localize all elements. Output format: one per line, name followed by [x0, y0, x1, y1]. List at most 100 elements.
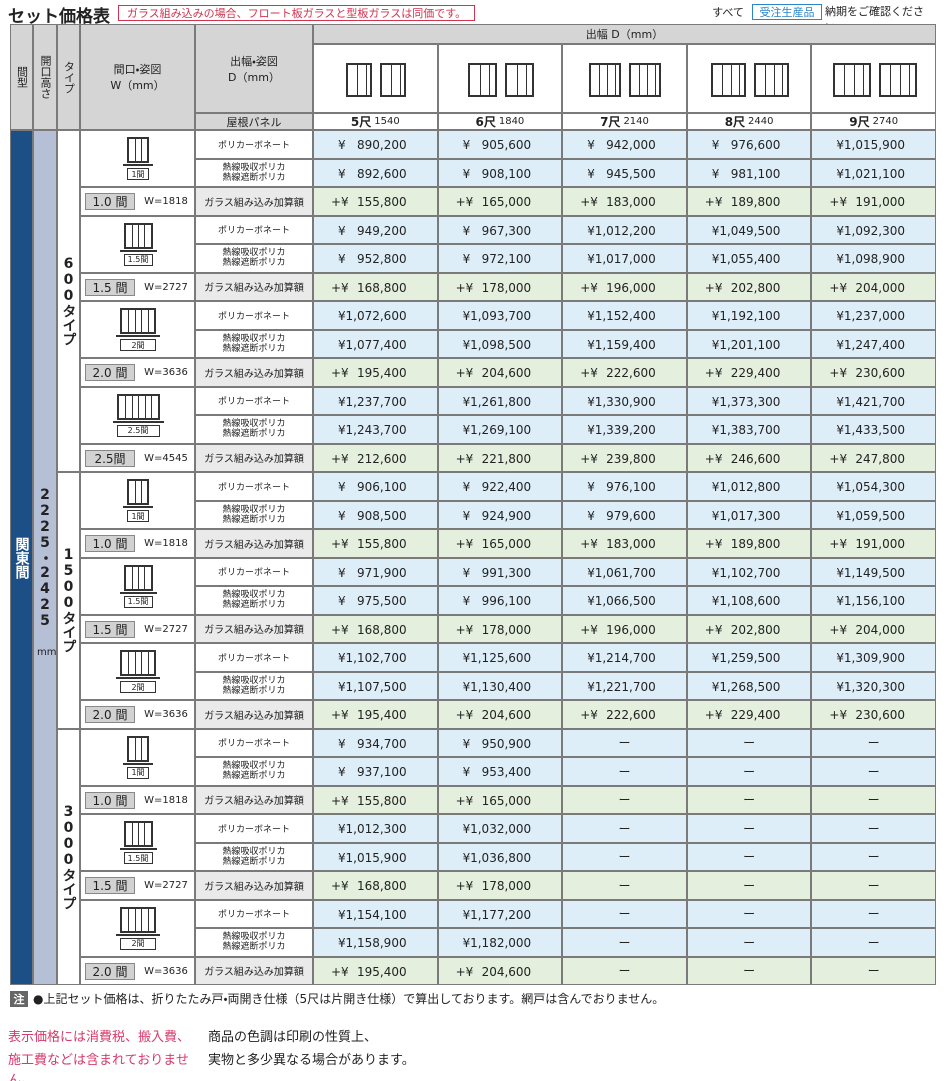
panel-label: 熱線遮断ポリカ: [222, 172, 286, 183]
price-amount: 1,149,500: [843, 565, 905, 580]
size-icon: [467, 63, 497, 97]
panel-cell: ガラス組み込み加算額: [195, 272, 313, 301]
price-cell: ¥1,107,500: [313, 671, 438, 700]
price-cell: +¥ 247,800: [811, 443, 936, 472]
panel-cell: ポリカーボネート: [195, 215, 313, 244]
panel-cell: 熱線吸収ポリカ 熱線遮断ポリカ: [195, 928, 313, 957]
price-amount: 890,200: [356, 138, 407, 152]
price-amount: 905,600: [481, 138, 532, 152]
price-sign: +¥: [455, 195, 474, 209]
price-amount: 1,261,800: [470, 394, 532, 409]
width-cell: 1.5 間 W=2727: [80, 614, 195, 643]
price-sign: ¥: [836, 394, 845, 409]
price-amount: 1,015,900: [843, 138, 905, 152]
price-sign: ¥: [338, 850, 346, 865]
figure-base: [112, 420, 164, 423]
panel-label: 熱線吸収ポリカ: [222, 504, 286, 515]
size-mm: 2440: [748, 116, 774, 127]
price-cell: ¥975,500: [313, 586, 438, 615]
price-cell: ¥1,021,100: [811, 158, 936, 187]
price-sign: ¥: [462, 480, 471, 494]
price-amount: 1,383,700: [719, 423, 781, 437]
missing-mark: ー: [867, 793, 880, 808]
price-cell: ¥976,100: [562, 472, 687, 501]
panel-label: ガラス組み込み加算額: [204, 967, 304, 979]
price-sign: ¥: [462, 138, 471, 152]
panel-label: 熱線吸収ポリカ: [222, 248, 286, 259]
price-amount: 1,102,700: [719, 565, 781, 580]
panel-label: 熱線吸収ポリカ: [222, 590, 286, 601]
figure-base: [123, 762, 153, 765]
panel-cell: 熱線吸収ポリカ 熱線遮断ポリカ: [195, 500, 313, 529]
price-amount: 950,900: [481, 736, 532, 751]
size-icon-line: [773, 65, 775, 95]
panel-label: 熱線遮断ポリカ: [222, 771, 286, 782]
price-cell: ¥1,092,300: [811, 215, 936, 244]
price-amount: 1,066,500: [594, 594, 656, 608]
price-sign: ¥: [338, 594, 346, 608]
price-amount: 1,032,000: [470, 822, 532, 836]
price-cell: ¥1,059,500: [811, 500, 936, 529]
price-amount: 952,800: [356, 252, 407, 266]
price-amount: 204,000: [855, 280, 905, 295]
price-cell: ¥905,600: [437, 130, 563, 159]
price-cell: ー: [811, 928, 936, 957]
price-cell: +¥ 202,800: [686, 614, 812, 643]
price-amount: 1,012,300: [345, 822, 407, 836]
panel-cell: 熱線吸収ポリカ 熱線遮断ポリカ: [195, 415, 313, 444]
size-icon-line: [655, 65, 657, 95]
figure-line: [147, 652, 149, 674]
size-mm: 2140: [623, 116, 649, 127]
price-amount: 178,000: [481, 280, 532, 295]
price-sign: ¥: [462, 736, 471, 751]
figure-line: [141, 652, 143, 674]
price-amount: 189,800: [730, 537, 781, 551]
size-icon-cell: [313, 44, 438, 113]
panel-label: ガラス組み込み加算額: [204, 625, 304, 637]
size-icon-line: [356, 65, 358, 95]
price-amount: 191,000: [855, 537, 905, 551]
price-sign: ¥: [711, 480, 720, 494]
size-icon-line: [853, 65, 855, 95]
width-label: 2.0 間: [85, 364, 135, 381]
panel-cell: ポリカーボネート: [195, 643, 313, 672]
price-cell: ー: [562, 785, 687, 814]
price-cell: ー: [811, 842, 936, 871]
price-amount: 183,000: [606, 537, 656, 551]
price-amount: 1,093,700: [470, 309, 532, 323]
price-cell: +¥ 191,000: [811, 187, 936, 216]
width-mm: W=3636: [144, 965, 188, 977]
panel-label: ポリカーボネート: [217, 311, 290, 322]
figure-cell: 1.5間: [80, 557, 195, 615]
panel-label: ポリカーボネート: [217, 397, 290, 408]
price-amount: 1,061,700: [594, 565, 656, 580]
price-cell: +¥ 212,600: [313, 443, 438, 472]
panel-cell: ガラス組み込み加算額: [195, 614, 313, 643]
price-cell: ¥1,130,400: [437, 671, 563, 700]
price-cell: ー: [686, 871, 812, 900]
header-height: 開口高さ: [33, 24, 57, 130]
price-sign: ¥: [338, 309, 346, 323]
size-icon-line: [863, 65, 865, 95]
price-cell: ¥1,098,900: [811, 244, 936, 273]
badge: 受注生産品: [752, 4, 822, 20]
price-cell: +¥ 189,800: [686, 187, 812, 216]
panel-cell: ガラス組み込み加算額: [195, 700, 313, 729]
header-width: 間口・姿図 W（mm）: [80, 24, 195, 130]
price-amount: 155,800: [356, 793, 407, 808]
price-amount: 195,400: [356, 708, 407, 722]
missing-mark: ー: [743, 878, 756, 893]
price-sign: ¥: [462, 508, 471, 523]
price-sign: +¥: [331, 280, 349, 295]
size-mm: 1540: [374, 116, 400, 127]
price-amount: 1,243,700: [345, 423, 407, 437]
missing-mark: ー: [618, 764, 631, 779]
price-amount: 1,152,400: [594, 309, 656, 323]
price-amount: 222,600: [606, 708, 656, 722]
price-sign: +¥: [704, 366, 723, 380]
price-sign: ¥: [587, 679, 595, 694]
price-cell: +¥ 168,800: [313, 272, 438, 301]
price-amount: 976,600: [730, 138, 781, 152]
panel-label: ガラス組み込み加算額: [204, 283, 304, 295]
width-label: 2.0 間: [85, 962, 135, 980]
